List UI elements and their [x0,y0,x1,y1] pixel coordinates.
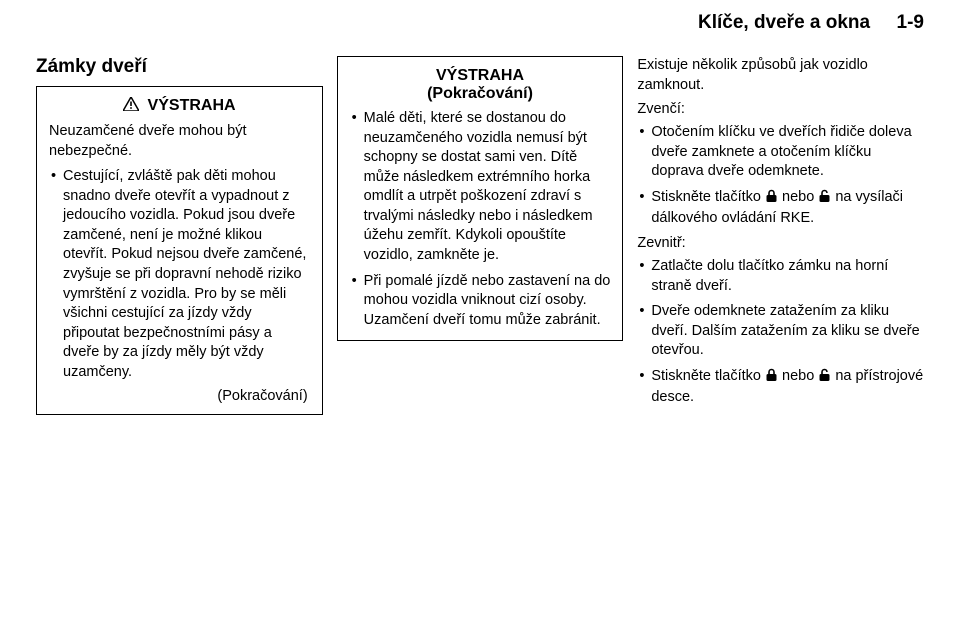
warning-header-2: VÝSTRAHA (Pokračování) [350,67,611,103]
outside-bullets: Otočením klíčku ve dveřích řidiče doleva… [637,123,924,229]
warning-intro: Neuzamčené dveře mohou být nebezpečné. [49,122,310,161]
lock-icon [765,368,778,389]
bullet-item: Stiskněte tlačítko nebo na vysílači dálk… [637,188,924,229]
warning-label-2: VÝSTRAHA [350,67,611,85]
warning-bullets-2: Malé děti, které se dostanou do neuzamče… [350,109,611,330]
column-2: VÝSTRAHA (Pokračování) Malé děti, které … [337,56,624,421]
bullet-item: Zatlačte dolu tlačítko zámku na horní st… [637,257,924,296]
bullet-item: Při pomalé jízdě nebo zastavení na do mo… [350,272,611,331]
bullet-item: Malé děti, které se dostanou do neuzamče… [350,109,611,266]
bullet-item: Stiskněte tlačítko nebo na přístrojové d… [637,367,924,408]
lock-icon [765,189,778,210]
continue-label: (Pokračování) [49,388,308,404]
outside-label: Zvenčí: [637,101,924,117]
warning-bullets-1: Cestující, zvláště pak děti mohou snadno… [49,167,310,382]
warning-box-1: VÝSTRAHA Neuzamčené dveře mohou být nebe… [36,86,323,415]
unlock-icon [818,368,831,389]
bullet-item: Dveře odemknete zatažením za kliku dveří… [637,302,924,361]
warning-label: VÝSTRAHA [148,97,236,114]
text-fragment: nebo [778,368,818,384]
section-title: Zámky dveří [36,56,323,78]
warning-header: VÝSTRAHA [49,97,310,116]
unlock-icon [818,189,831,210]
text-fragment: Stiskněte tlačítko [651,189,765,205]
text-fragment: Stiskněte tlačítko [651,368,765,384]
warning-sub-2: (Pokračování) [350,85,611,103]
inside-bullets: Zatlačte dolu tlačítko zámku na horní st… [637,257,924,408]
text-fragment: nebo [778,189,818,205]
column-1: Zámky dveří VÝSTRAHA Neuzamčené dveře mo… [36,56,323,421]
bullet-item: Otočením klíčku ve dveřích řidiče doleva… [637,123,924,182]
chapter-name: Klíče, dveře a okna [698,12,870,33]
lead-text: Existuje několik způsobů jak vozidlo zam… [637,56,924,95]
warning-icon [123,97,139,116]
page-content: Zámky dveří VÝSTRAHA Neuzamčené dveře mo… [36,56,924,421]
column-3: Existuje několik způsobů jak vozidlo zam… [637,56,924,421]
inside-label: Zevnitř: [637,235,924,251]
page-number: 1-9 [897,12,924,33]
warning-box-2: VÝSTRAHA (Pokračování) Malé děti, které … [337,56,624,341]
bullet-item: Cestující, zvláště pak děti mohou snadno… [49,167,310,382]
page-header: Klíče, dveře a okna 1-9 [698,12,924,34]
